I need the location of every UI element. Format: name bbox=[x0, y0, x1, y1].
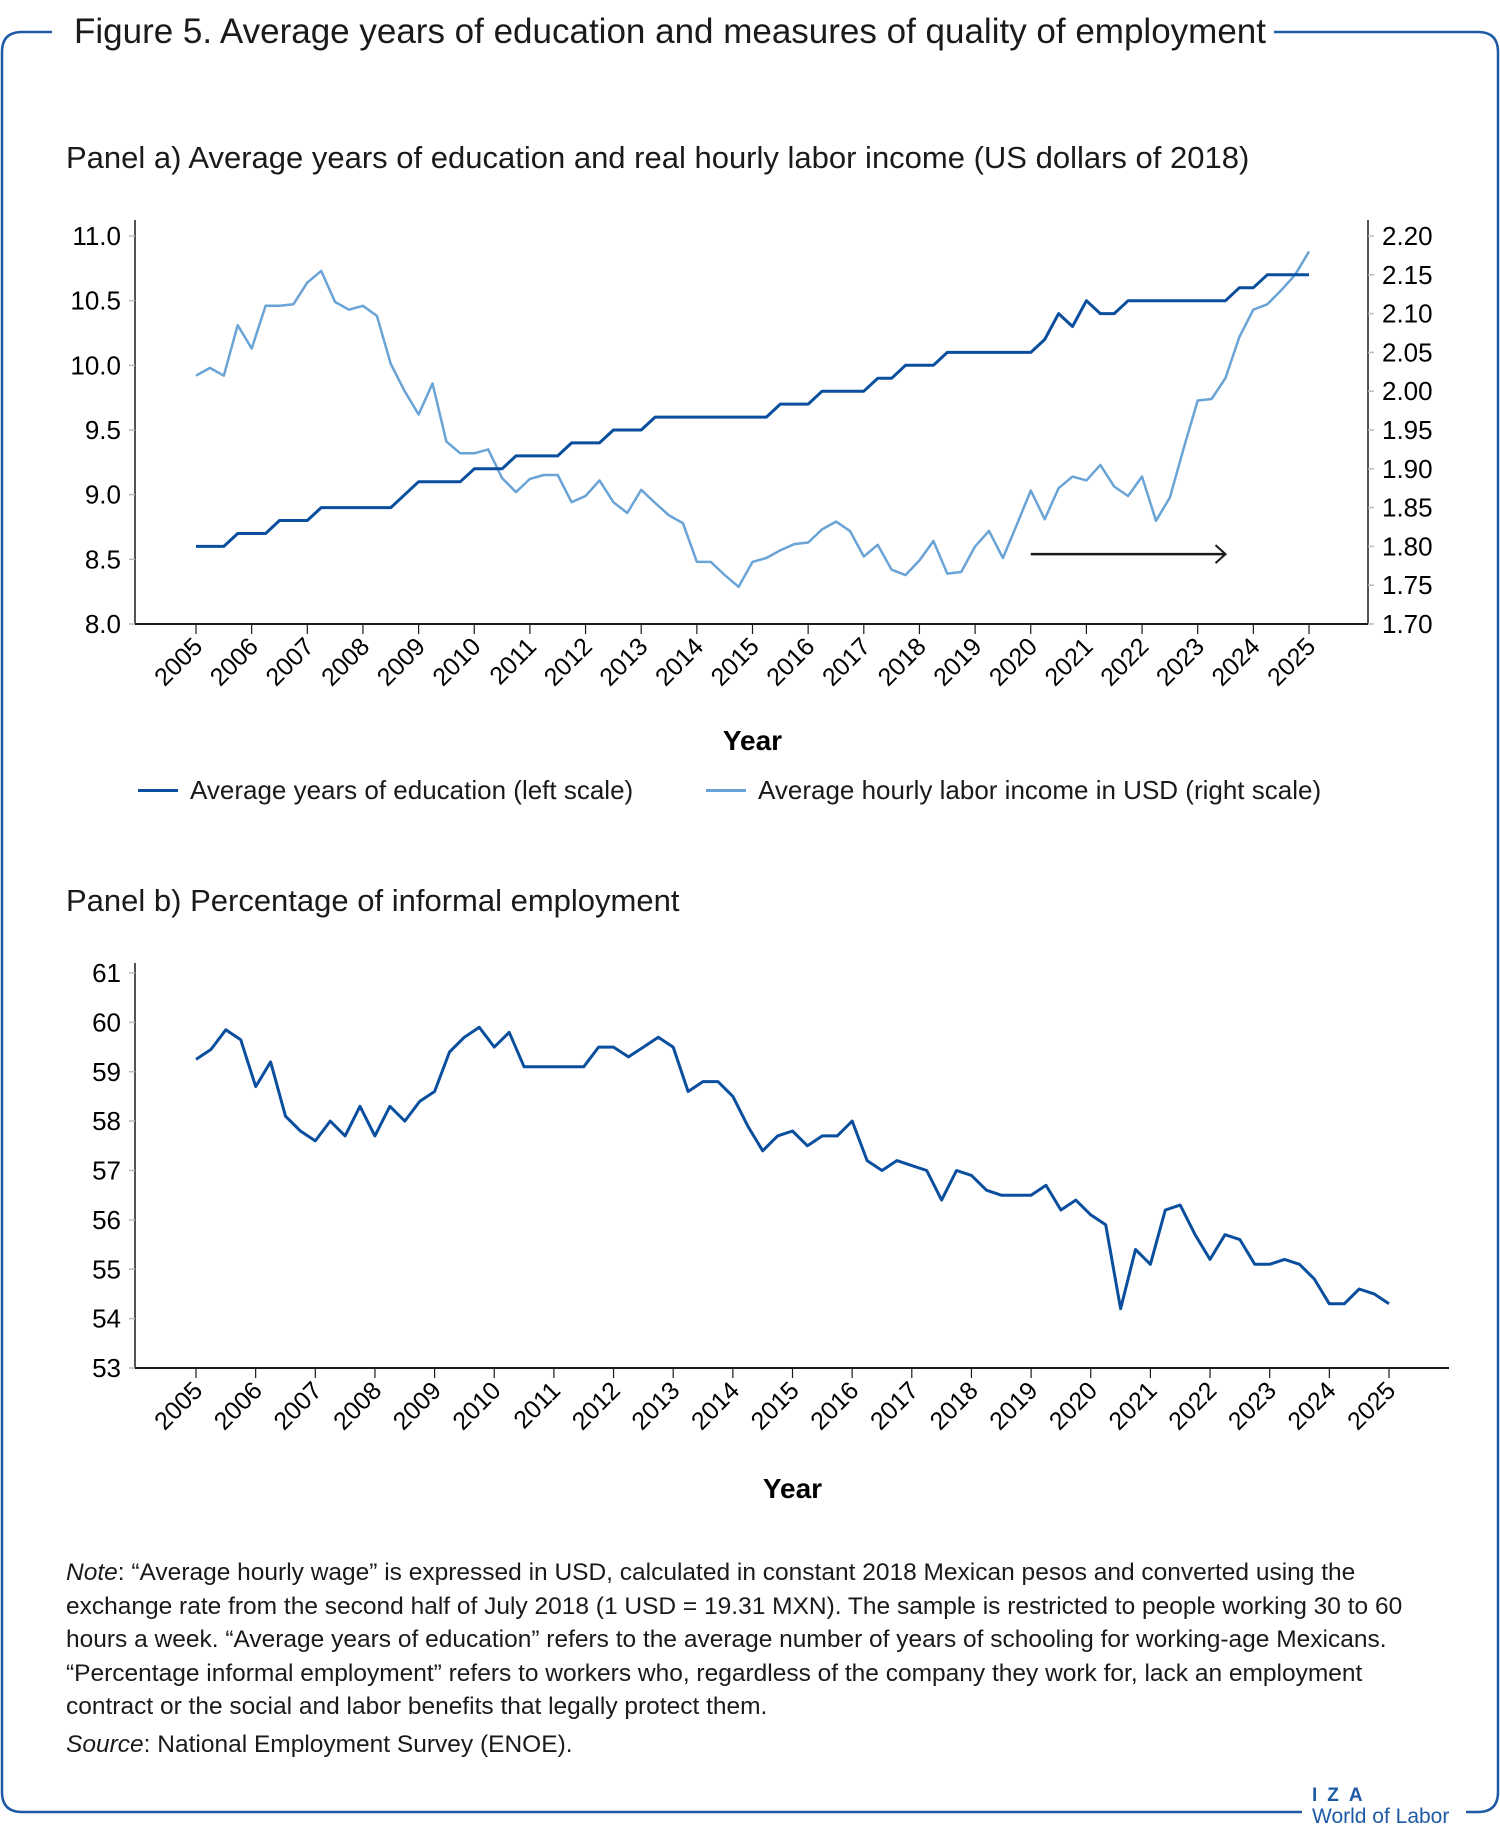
y-tick-label-left: 53 bbox=[92, 1353, 121, 1383]
x-tick-label: 2024 bbox=[1206, 632, 1265, 691]
x-tick-label: 2021 bbox=[1040, 632, 1099, 691]
y-tick-label-right: 1.75 bbox=[1382, 570, 1433, 600]
x-tick-label: 2014 bbox=[650, 632, 709, 691]
series-education-line bbox=[196, 273, 1309, 548]
x-tick-label: 2013 bbox=[626, 1376, 685, 1435]
x-tick-label: 2021 bbox=[1104, 1376, 1163, 1435]
legend-label-education: Average years of education (left scale) bbox=[190, 775, 634, 805]
y-tick-label-left: 10.5 bbox=[70, 286, 121, 316]
figure-title: Figure 5. Average years of education and… bbox=[66, 12, 1274, 52]
y-tick-label-right: 1.80 bbox=[1382, 531, 1433, 561]
panel-a-chart: 2005200620072008200920102011201220132014… bbox=[70, 220, 1433, 756]
logo-line1: IZA bbox=[1312, 1785, 1373, 1806]
panel-b-title: Panel b) Percentage of informal employme… bbox=[66, 883, 680, 918]
y-tick-label-left: 11.0 bbox=[72, 221, 121, 251]
y-tick-label-right: 2.10 bbox=[1382, 299, 1433, 329]
y-tick-label-left: 54 bbox=[92, 1304, 121, 1334]
x-tick-label: 2024 bbox=[1282, 1376, 1341, 1435]
x-tick-label: 2020 bbox=[1044, 1376, 1103, 1435]
series-income-line bbox=[195, 250, 1311, 589]
y-tick-label-right: 2.05 bbox=[1382, 337, 1433, 367]
y-tick-label-left: 8.0 bbox=[85, 609, 121, 639]
arrow-head-icon bbox=[1214, 544, 1228, 564]
x-tick-label: 2016 bbox=[805, 1376, 864, 1435]
x-tick-label: 2009 bbox=[372, 632, 431, 691]
y-tick-label-right: 2.00 bbox=[1382, 376, 1433, 406]
x-tick-label: 2011 bbox=[484, 632, 542, 690]
legend-item-education: Average years of education (left scale) bbox=[138, 775, 633, 806]
x-tick-label: 2007 bbox=[268, 1376, 327, 1435]
iza-logo: IZA World of Labor bbox=[1312, 1786, 1449, 1828]
x-tick-label: 2023 bbox=[1223, 1376, 1282, 1435]
x-tick-label: 2019 bbox=[984, 1376, 1043, 1435]
x-tick-label: 2025 bbox=[1342, 1376, 1401, 1435]
legend-swatch-income bbox=[706, 789, 746, 792]
y-tick-label-left: 57 bbox=[92, 1156, 121, 1186]
source-label: Source bbox=[66, 1730, 144, 1758]
x-tick-label: 2010 bbox=[427, 632, 486, 691]
x-tick-label: 2007 bbox=[260, 632, 319, 691]
x-tick-label: 2008 bbox=[328, 1376, 387, 1435]
legend-label-income: Average hourly labor income in USD (righ… bbox=[758, 775, 1322, 805]
y-tick-label-right: 2.20 bbox=[1382, 221, 1433, 251]
x-tick-label: 2006 bbox=[205, 632, 264, 691]
x-tick-label: 2016 bbox=[761, 632, 820, 691]
x-tick-label: 2010 bbox=[447, 1376, 506, 1435]
x-tick-label: 2012 bbox=[539, 632, 598, 691]
y-tick-label-left: 10.0 bbox=[70, 350, 121, 380]
x-axis-title: Year bbox=[723, 725, 782, 756]
x-tick-label: 2012 bbox=[567, 1376, 626, 1435]
y-tick-label-right: 2.15 bbox=[1382, 260, 1433, 290]
y-tick-label-right: 1.85 bbox=[1382, 493, 1433, 523]
x-axis-title: Year bbox=[763, 1473, 822, 1500]
source-line: Source: National Employment Survey (ENOE… bbox=[66, 1728, 1446, 1762]
x-tick-label: 2023 bbox=[1151, 632, 1210, 691]
source-text: : National Employment Survey (ENOE). bbox=[143, 1730, 573, 1758]
x-tick-label: 2005 bbox=[149, 1376, 208, 1435]
note-paragraph: Note: “Average hourly wage” is expressed… bbox=[66, 1556, 1446, 1724]
x-tick-label: 2017 bbox=[817, 632, 876, 691]
x-tick-label: 2008 bbox=[316, 632, 375, 691]
y-tick-label-left: 9.5 bbox=[85, 415, 121, 445]
logo-line2: World of Labor bbox=[1312, 1805, 1450, 1828]
panel-b-chart: 2005 2006 2007 2008 2009 2010 2011 2012 2013 2014… bbox=[92, 958, 1449, 1500]
x-tick-label: 2015 bbox=[746, 1376, 805, 1435]
y-tick-label-right: 1.90 bbox=[1382, 454, 1433, 484]
x-tick-label: 2011 bbox=[508, 1376, 566, 1434]
x-tick-label: 2025 bbox=[1262, 632, 1321, 691]
legend-item-income: Average hourly labor income in USD (righ… bbox=[706, 775, 1321, 806]
note: Note: “Average hourly wage” is expressed… bbox=[66, 1556, 1446, 1761]
y-tick-label-left: 56 bbox=[92, 1205, 121, 1235]
x-tick-label: 2009 bbox=[388, 1376, 447, 1435]
x-tick-label: 2019 bbox=[928, 632, 987, 691]
y-tick-label-left: 60 bbox=[92, 1007, 121, 1037]
note-text: : “Average hourly wage” is expressed in … bbox=[66, 1559, 1403, 1720]
note-label: Note bbox=[66, 1559, 118, 1586]
y-tick-label-left: 9.0 bbox=[85, 480, 121, 510]
x-tick-label: 2013 bbox=[594, 632, 653, 691]
x-tick-label: 2017 bbox=[865, 1376, 924, 1435]
y-tick-label-left: 61 bbox=[92, 958, 121, 988]
x-tick-label: 2018 bbox=[925, 1376, 984, 1435]
panel-a-title: Panel a) Average years of education and … bbox=[66, 140, 1250, 175]
x-tick-label: 2022 bbox=[1095, 632, 1154, 691]
y-tick-label-left: 59 bbox=[92, 1057, 121, 1087]
y-tick-label-left: 55 bbox=[92, 1254, 121, 1284]
y-tick-label-left: 8.5 bbox=[85, 544, 121, 574]
y-tick-label-right: 1.95 bbox=[1382, 415, 1433, 445]
x-tick-label: 2018 bbox=[873, 632, 932, 691]
x-tick-label: 2020 bbox=[984, 632, 1043, 691]
x-tick-label: 2022 bbox=[1163, 1376, 1222, 1435]
y-tick-label-right: 1.70 bbox=[1382, 609, 1433, 639]
x-tick-label: 2005 bbox=[149, 632, 208, 691]
x-tick-label: 2014 bbox=[686, 1376, 745, 1435]
x-tick-label: 2015 bbox=[706, 632, 765, 691]
y-tick-label-left: 58 bbox=[92, 1106, 121, 1136]
series-informal-line bbox=[195, 1025, 1390, 1311]
x-tick-label: 2006 bbox=[209, 1376, 268, 1435]
legend-swatch-education bbox=[138, 789, 178, 792]
